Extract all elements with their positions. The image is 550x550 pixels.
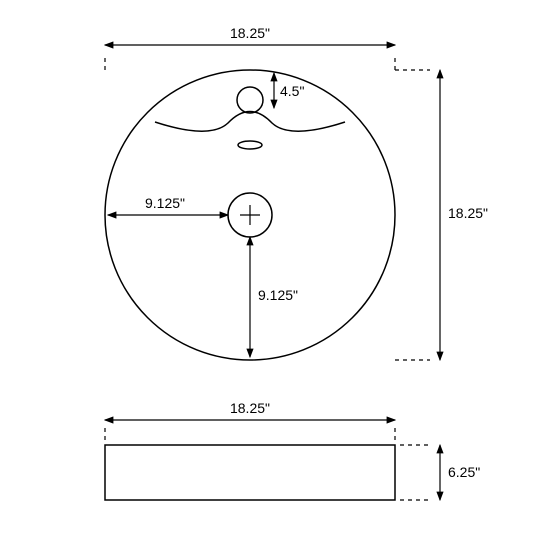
side-view: 18.25" 6.25" — [105, 400, 480, 500]
faucet-hole — [237, 87, 263, 113]
side-profile-rect — [105, 445, 395, 500]
top-height-value: 18.25" — [448, 205, 488, 221]
top-view: 9.125" 9.125" 4.5" 18.25" 18.25" — [105, 25, 488, 360]
faucet-deck-curve — [155, 112, 345, 132]
side-width-value: 18.25" — [230, 400, 270, 416]
radius-v-value: 9.125" — [258, 287, 298, 303]
faucet-offset-value: 4.5" — [280, 83, 304, 99]
technical-drawing: 9.125" 9.125" 4.5" 18.25" 18.25" 18.25" … — [0, 0, 550, 550]
radius-h-value: 9.125" — [145, 195, 185, 211]
top-width-value: 18.25" — [230, 25, 270, 41]
side-height-value: 6.25" — [448, 464, 480, 480]
overflow-slot — [238, 141, 262, 149]
